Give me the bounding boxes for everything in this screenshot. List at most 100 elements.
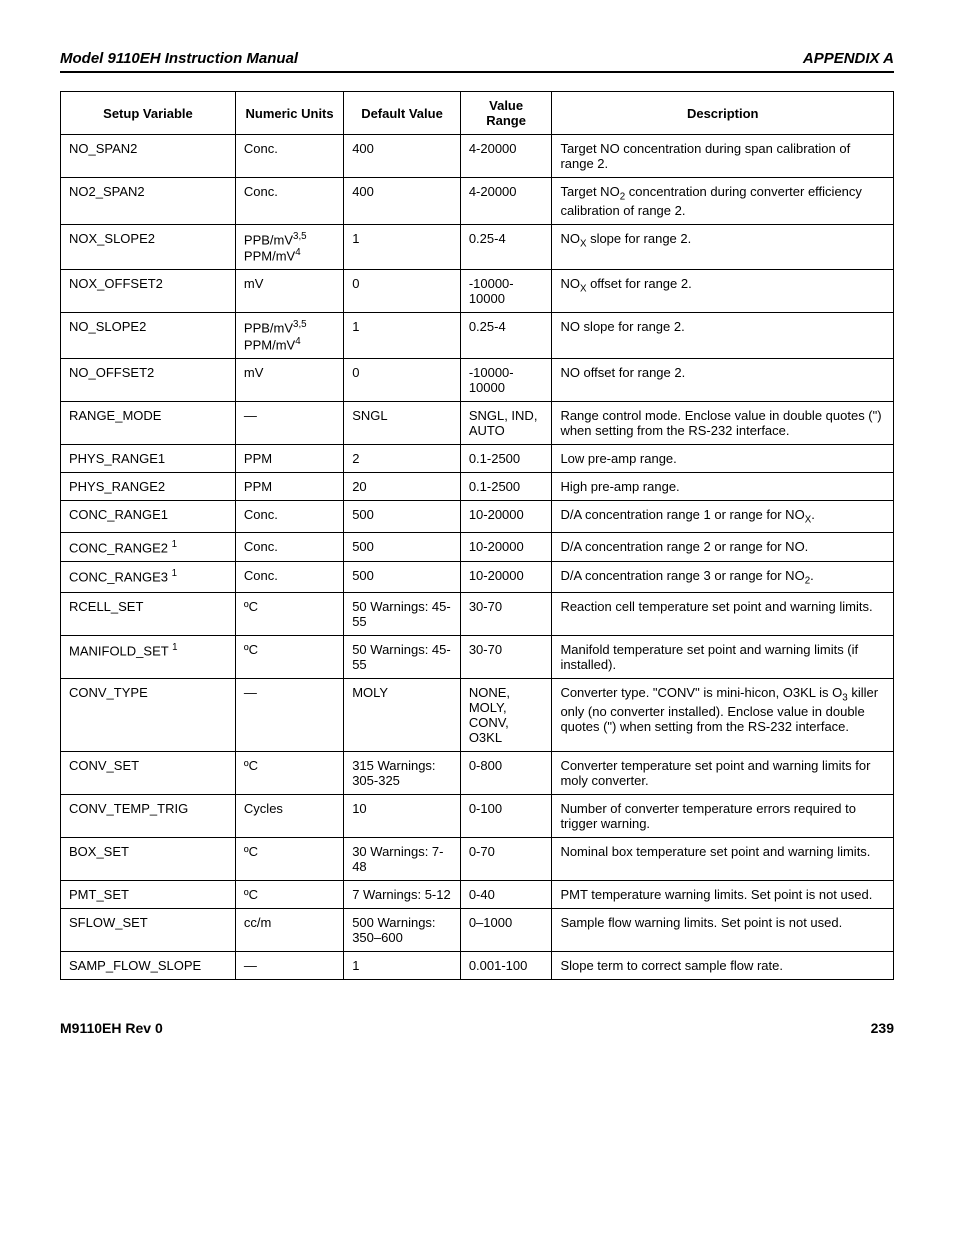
cell-range: 0.1-2500 [460, 472, 552, 500]
table-row: MANIFOLD_SET 1ºC50 Warnings: 45-5530-70M… [61, 636, 894, 679]
cell-description: Nominal box temperature set point and wa… [552, 838, 894, 881]
cell-description: D/A concentration range 2 or range for N… [552, 532, 894, 561]
cell-units: — [235, 679, 343, 752]
cell-range: 0-100 [460, 795, 552, 838]
cell-units: ºC [235, 752, 343, 795]
cell-description: Reaction cell temperature set point and … [552, 593, 894, 636]
cell-range: 10-20000 [460, 561, 552, 593]
cell-range: -10000-10000 [460, 358, 552, 401]
page-header: Model 9110EH Instruction Manual APPENDIX… [60, 50, 894, 73]
table-row: BOX_SETºC30 Warnings: 7-480-70Nominal bo… [61, 838, 894, 881]
table-row: RCELL_SETºC50 Warnings: 45-5530-70Reacti… [61, 593, 894, 636]
cell-units: cc/m [235, 909, 343, 952]
cell-units: ºC [235, 636, 343, 679]
cell-range: 30-70 [460, 593, 552, 636]
table-row: PHYS_RANGE1PPM20.1-2500Low pre-amp range… [61, 444, 894, 472]
table-row: CONC_RANGE2 1Conc.50010-20000D/A concent… [61, 532, 894, 561]
cell-description: High pre-amp range. [552, 472, 894, 500]
cell-default: 0 [344, 270, 461, 313]
cell-description: NOX offset for range 2. [552, 270, 894, 313]
cell-setup: PHYS_RANGE1 [61, 444, 236, 472]
cell-range: 0-40 [460, 881, 552, 909]
cell-default: 1 [344, 313, 461, 359]
table-row: SFLOW_SETcc/m500 Warnings:350–6000–1000S… [61, 909, 894, 952]
cell-setup: BOX_SET [61, 838, 236, 881]
cell-default: 50 Warnings: 45-55 [344, 636, 461, 679]
cell-default: 315 Warnings: 305-325 [344, 752, 461, 795]
cell-default: 500 [344, 561, 461, 593]
cell-description: NO slope for range 2. [552, 313, 894, 359]
table-row: NOX_OFFSET2mV0-10000-10000NOX offset for… [61, 270, 894, 313]
cell-setup: SAMP_FLOW_SLOPE [61, 952, 236, 980]
cell-description: D/A concentration range 1 or range for N… [552, 500, 894, 532]
cell-units: ºC [235, 838, 343, 881]
cell-default: 30 Warnings: 7-48 [344, 838, 461, 881]
cell-setup: PMT_SET [61, 881, 236, 909]
cell-units: — [235, 952, 343, 980]
cell-units: Conc. [235, 135, 343, 178]
cell-default: 1 [344, 224, 461, 270]
cell-setup: CONV_TYPE [61, 679, 236, 752]
table-row: CONC_RANGE1Conc.50010-20000D/A concentra… [61, 500, 894, 532]
cell-setup: RANGE_MODE [61, 401, 236, 444]
cell-description: Number of converter temperature errors r… [552, 795, 894, 838]
cell-range: 10-20000 [460, 500, 552, 532]
cell-description: PMT temperature warning limits. Set poin… [552, 881, 894, 909]
table-row: NO2_SPAN2Conc.4004-20000Target NO2 conce… [61, 178, 894, 225]
cell-description: Range control mode. Enclose value in dou… [552, 401, 894, 444]
footer-revision: M9110EH Rev 0 [60, 1020, 163, 1036]
cell-units: Cycles [235, 795, 343, 838]
cell-range: 4-20000 [460, 135, 552, 178]
cell-default: 2 [344, 444, 461, 472]
table-header-row: Setup Variable Numeric Units Default Val… [61, 92, 894, 135]
cell-default: 7 Warnings: 5-12 [344, 881, 461, 909]
cell-units: Conc. [235, 500, 343, 532]
header-title: Model 9110EH Instruction Manual [60, 50, 298, 67]
cell-units: mV [235, 358, 343, 401]
cell-range: 0-70 [460, 838, 552, 881]
col-header-setup: Setup Variable [61, 92, 236, 135]
cell-description: D/A concentration range 3 or range for N… [552, 561, 894, 593]
cell-range: 0–1000 [460, 909, 552, 952]
cell-description: Converter type. "CONV" is mini-hicon, O3… [552, 679, 894, 752]
cell-range: 0.001-100 [460, 952, 552, 980]
col-header-units: Numeric Units [235, 92, 343, 135]
cell-setup: CONC_RANGE3 1 [61, 561, 236, 593]
table-row: CONV_TYPE—MOLYNONE, MOLY, CONV, O3KLConv… [61, 679, 894, 752]
cell-range: 30-70 [460, 636, 552, 679]
cell-setup: CONC_RANGE2 1 [61, 532, 236, 561]
cell-description: Converter temperature set point and warn… [552, 752, 894, 795]
table-row: CONV_SETºC315 Warnings: 305-3250-800Conv… [61, 752, 894, 795]
cell-default: 400 [344, 135, 461, 178]
cell-description: Sample flow warning limits. Set point is… [552, 909, 894, 952]
cell-units: Conc. [235, 178, 343, 225]
cell-range: 0-800 [460, 752, 552, 795]
cell-default: 0 [344, 358, 461, 401]
cell-range: NONE, MOLY, CONV, O3KL [460, 679, 552, 752]
table-row: NO_SPAN2Conc.4004-20000Target NO concent… [61, 135, 894, 178]
cell-range: 0.25-4 [460, 313, 552, 359]
table-row: RANGE_MODE—SNGLSNGL, IND, AUTORange cont… [61, 401, 894, 444]
table-row: CONV_TEMP_TRIGCycles100-100Number of con… [61, 795, 894, 838]
cell-units: mV [235, 270, 343, 313]
table-row: CONC_RANGE3 1Conc.50010-20000D/A concent… [61, 561, 894, 593]
cell-setup: NO2_SPAN2 [61, 178, 236, 225]
cell-description: Target NO concentration during span cali… [552, 135, 894, 178]
cell-default: 1 [344, 952, 461, 980]
cell-units: — [235, 401, 343, 444]
cell-description: NO offset for range 2. [552, 358, 894, 401]
cell-units: Conc. [235, 532, 343, 561]
cell-setup: PHYS_RANGE2 [61, 472, 236, 500]
cell-default: 500 Warnings:350–600 [344, 909, 461, 952]
col-header-range: Value Range [460, 92, 552, 135]
table-row: PHYS_RANGE2PPM200.1-2500High pre-amp ran… [61, 472, 894, 500]
cell-default: 500 [344, 500, 461, 532]
col-header-default: Default Value [344, 92, 461, 135]
cell-default: SNGL [344, 401, 461, 444]
cell-description: Low pre-amp range. [552, 444, 894, 472]
cell-units: Conc. [235, 561, 343, 593]
cell-setup: SFLOW_SET [61, 909, 236, 952]
table-row: NOX_SLOPE2PPB/mV3,5PPM/mV410.25-4NOX slo… [61, 224, 894, 270]
cell-description: Slope term to correct sample flow rate. [552, 952, 894, 980]
cell-setup: CONV_SET [61, 752, 236, 795]
